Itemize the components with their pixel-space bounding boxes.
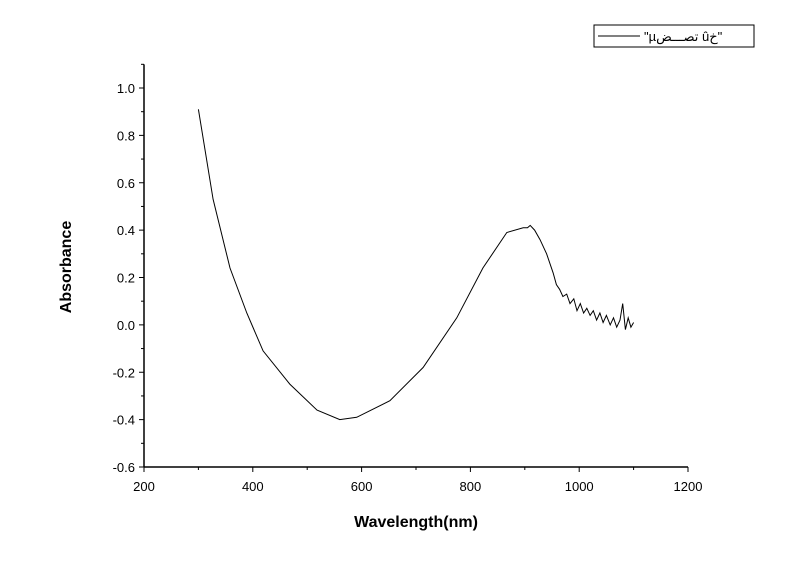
- y-axis-label: Absorbance: [58, 221, 75, 314]
- legend: "µتصـــض ûخ": [593, 24, 755, 48]
- x-tick-label: 200: [133, 479, 155, 494]
- y-tick-label: -0.2: [113, 365, 135, 380]
- x-tick-label: 600: [351, 479, 373, 494]
- y-tick-label: 0.0: [117, 318, 135, 333]
- series-line-absorbance: [197, 109, 635, 421]
- tick-labels: 200 400 600 800 1000 1200 -0.6 -0.4 -0.2 0.0 0.2 0.…: [113, 81, 703, 494]
- legend-label: "µتصـــض ûخ": [644, 29, 723, 45]
- y-tick-label: 0.6: [117, 176, 135, 191]
- legend-box: [593, 24, 755, 48]
- y-tick-label: 0.4: [117, 223, 135, 238]
- x-tick-label: 1200: [674, 479, 703, 494]
- x-axis-label: Wavelength(nm): [354, 514, 478, 531]
- x-tick-label: 800: [460, 479, 482, 494]
- x-tick-label: 1000: [565, 479, 594, 494]
- y-tick-label: 0.8: [117, 128, 135, 143]
- y-tick-label: 0.2: [117, 271, 135, 286]
- y-tick-label: -0.4: [113, 413, 135, 428]
- y-tick-label: 1.0: [117, 81, 135, 96]
- axes: [139, 63, 689, 472]
- x-tick-label: 400: [242, 479, 264, 494]
- y-tick-label: -0.6: [113, 460, 135, 475]
